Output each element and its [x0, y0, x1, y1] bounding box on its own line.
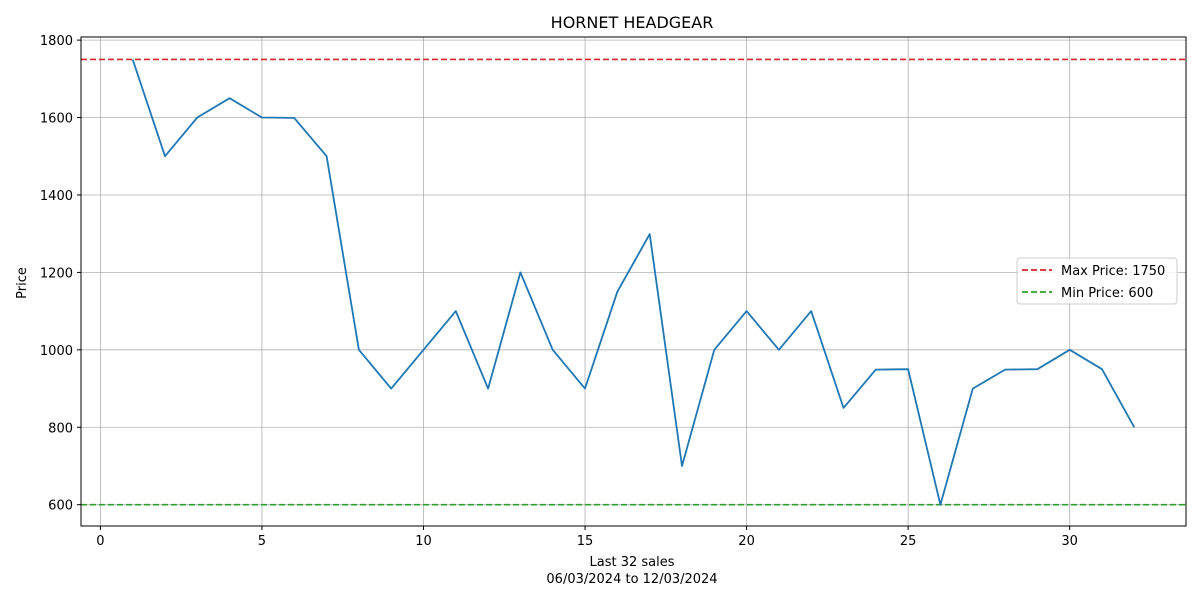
chart-title: HORNET HEADGEAR	[551, 13, 714, 32]
x-axis-ticks: 0 5 10 15 20 25 30	[96, 526, 1078, 549]
x-axis-sublabel: 06/03/2024 to 12/03/2024	[546, 572, 717, 587]
legend-box	[1016, 257, 1178, 305]
grid	[81, 37, 1186, 526]
y-tick-label: 1000	[40, 344, 73, 359]
x-tick-label: 25	[900, 534, 917, 549]
x-tick-label: 5	[258, 534, 266, 549]
legend-label-max: Max Price: 1750	[1061, 264, 1165, 279]
legend: Max Price: 1750 Min Price: 600	[1016, 257, 1178, 305]
x-axis-label: Last 32 sales	[589, 555, 674, 570]
price-series-line	[131, 59, 1136, 506]
x-tick-label: 30	[1061, 534, 1078, 549]
y-axis-ticks: 600 800 1000 1200 1400 1600 1800	[40, 34, 81, 514]
x-tick-label: 20	[738, 534, 755, 549]
legend-label-min: Min Price: 600	[1061, 286, 1153, 301]
x-tick-label: 10	[415, 534, 432, 549]
series-layer	[131, 59, 1136, 506]
y-tick-label: 1400	[40, 189, 73, 204]
reference-lines	[81, 58, 1186, 506]
x-tick-label: 0	[96, 534, 104, 549]
y-tick-label: 1200	[40, 266, 73, 281]
plot-frame	[80, 36, 1187, 527]
y-tick-label: 1800	[40, 34, 73, 49]
x-tick-label: 15	[577, 534, 594, 549]
y-tick-label: 600	[48, 499, 73, 514]
y-axis-label: Price	[15, 267, 30, 299]
y-tick-label: 800	[48, 421, 73, 436]
y-tick-label: 1600	[40, 112, 73, 127]
